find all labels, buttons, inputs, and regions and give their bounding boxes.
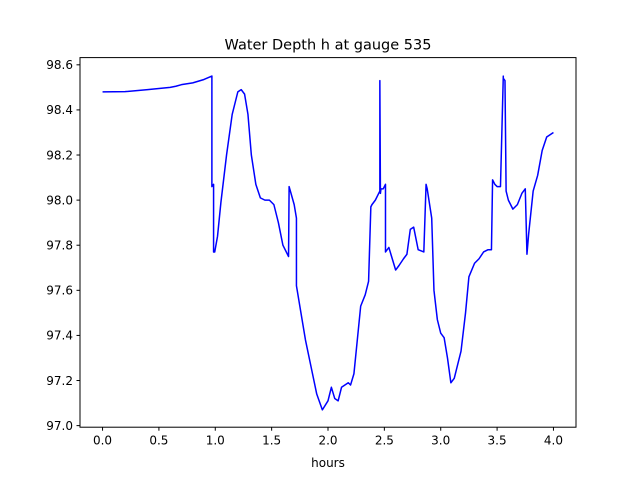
y-axis: 97.0 97.2 97.4 97.6 97.8 98.0 98.2 98.4 98.6	[46, 58, 80, 433]
y-tick-label: 97.6	[46, 284, 73, 298]
x-axis-label: hours	[311, 456, 345, 470]
x-tick-label: 0.0	[93, 434, 112, 448]
y-tick-label: 97.8	[46, 239, 73, 253]
x-tick-label: 1.0	[206, 434, 225, 448]
y-tick-label: 97.2	[46, 374, 73, 388]
x-tick-label: 3.5	[488, 434, 507, 448]
x-tick-label: 1.5	[262, 434, 281, 448]
y-tick-label: 98.2	[46, 148, 73, 162]
y-tick-label: 97.0	[46, 419, 73, 433]
x-tick-label: 3.0	[431, 434, 450, 448]
chart-title: Water Depth h at gauge 535	[225, 38, 432, 54]
x-tick-label: 2.5	[375, 434, 394, 448]
y-tick-label: 98.6	[46, 58, 73, 72]
x-tick-label: 4.0	[544, 434, 563, 448]
x-tick-label: 0.5	[149, 434, 168, 448]
plot-area	[102, 75, 554, 411]
series-line-0	[102, 75, 554, 411]
y-tick-label: 98.0	[46, 193, 73, 207]
y-tick-label: 97.4	[46, 329, 73, 343]
x-axis: 0.0 0.5 1.0 1.5 2.0 2.5 3.0 3.5 4.0	[93, 427, 563, 448]
x-tick-label: 2.0	[318, 434, 337, 448]
y-tick-label: 98.4	[46, 103, 73, 117]
